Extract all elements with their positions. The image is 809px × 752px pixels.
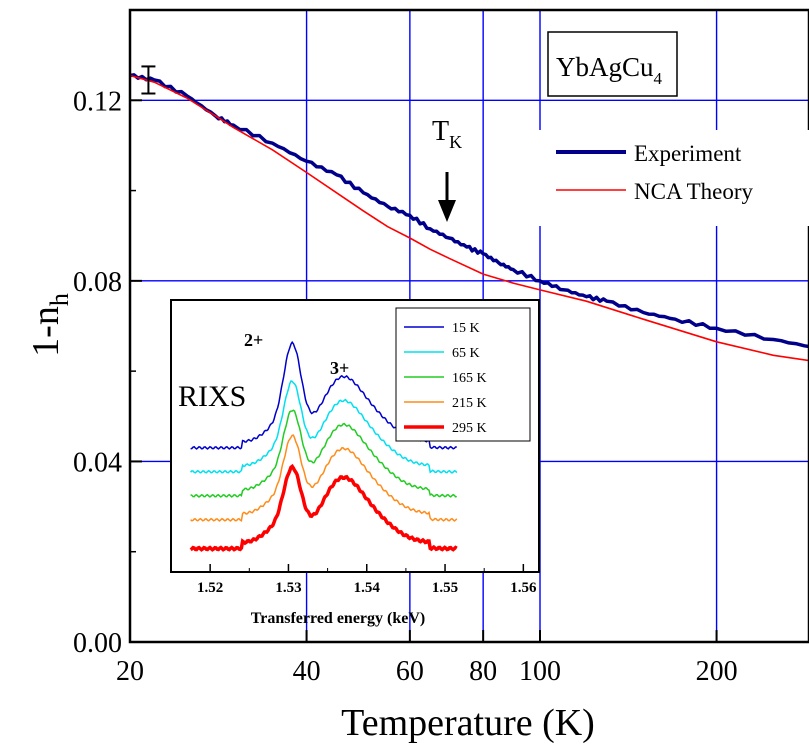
tk-arrow-head xyxy=(438,200,456,222)
inset-legend-label: 295 K xyxy=(452,421,487,436)
material-label: YbAgCu xyxy=(556,52,654,82)
svg-text:YbAgCu4: YbAgCu4 xyxy=(556,52,663,88)
x-tick-label: 40 xyxy=(293,656,321,687)
inset-legend-label: 65 K xyxy=(452,346,480,361)
y-tick-label: 0.04 xyxy=(73,447,122,478)
inset-x-axis-title: Transferred energy (keV) xyxy=(251,610,425,627)
material-label-sub: 4 xyxy=(654,69,663,88)
x-axis-title: Temperature (K) xyxy=(341,702,595,744)
svg-text:1-nh: 1-nh xyxy=(25,293,74,357)
legend-label-theory: NCA Theory xyxy=(634,179,754,204)
x-tick-label: 60 xyxy=(396,656,424,687)
inset-x-tick-label: 1.53 xyxy=(275,580,301,596)
series-line-nca-theory xyxy=(129,74,809,362)
series-line-experiment xyxy=(129,73,809,349)
inset-peak-3plus: 3+ xyxy=(330,358,349,378)
tk-annotation: TK xyxy=(432,116,462,222)
legend-label-experiment: Experiment xyxy=(634,141,742,166)
inset-legend-box xyxy=(395,307,531,442)
tk-label: T xyxy=(432,116,449,147)
x-tick-label: 100 xyxy=(519,656,561,687)
inset-legend: 15 K 65 K 165 K 215 K 295 K xyxy=(395,307,531,442)
inset-x-tick-label: 1.56 xyxy=(510,580,537,596)
inset-chart: 1.52 1.53 1.54 1.55 1.56 RIXS 2+ 3+ Transfer… xyxy=(170,299,540,627)
x-tick-label: 200 xyxy=(696,656,738,687)
tick-layer: 20 40 60 80 100 200 0.00 0.04 0.08 0.12 xyxy=(73,86,738,687)
inset-series xyxy=(189,340,458,552)
legend-box xyxy=(538,130,809,226)
y-tick-label: 0.08 xyxy=(73,267,122,298)
inset-ticks: 1.52 1.53 1.54 1.55 1.56 xyxy=(197,564,537,596)
legend: Experiment NCA Theory xyxy=(538,130,809,226)
error-bar xyxy=(141,65,156,95)
inset-series-295k xyxy=(189,463,458,552)
inset-peak-2plus: 2+ xyxy=(244,330,263,350)
inset-series-215k xyxy=(190,434,458,522)
x-tick-label: 20 xyxy=(116,656,144,687)
tk-label-sub: K xyxy=(449,132,462,152)
inset-series-65k xyxy=(190,380,458,474)
y-axis-title-sub: h xyxy=(45,293,74,306)
inset-legend-label: 215 K xyxy=(452,396,487,411)
x-tick-label: 80 xyxy=(469,656,497,687)
y-axis-title: 1-nh xyxy=(25,293,74,357)
inset-legend-label: 165 K xyxy=(452,371,487,386)
y-tick-label: 0.12 xyxy=(73,86,122,117)
svg-text:TK: TK xyxy=(432,116,462,152)
y-axis-title-main: 1-n xyxy=(25,306,67,357)
inset-rixs-label: RIXS xyxy=(178,380,246,413)
series-layer xyxy=(129,73,809,362)
inset-x-tick-label: 1.54 xyxy=(354,580,381,596)
inset-legend-label: 15 K xyxy=(452,321,480,336)
inset-x-tick-label: 1.55 xyxy=(432,580,458,596)
plot-frame xyxy=(128,8,809,644)
inset-series-165k xyxy=(190,409,458,498)
y-tick-label: 0.00 xyxy=(73,628,122,659)
material-label-box: YbAgCu4 xyxy=(547,31,678,97)
inset-x-tick-label: 1.52 xyxy=(197,580,223,596)
